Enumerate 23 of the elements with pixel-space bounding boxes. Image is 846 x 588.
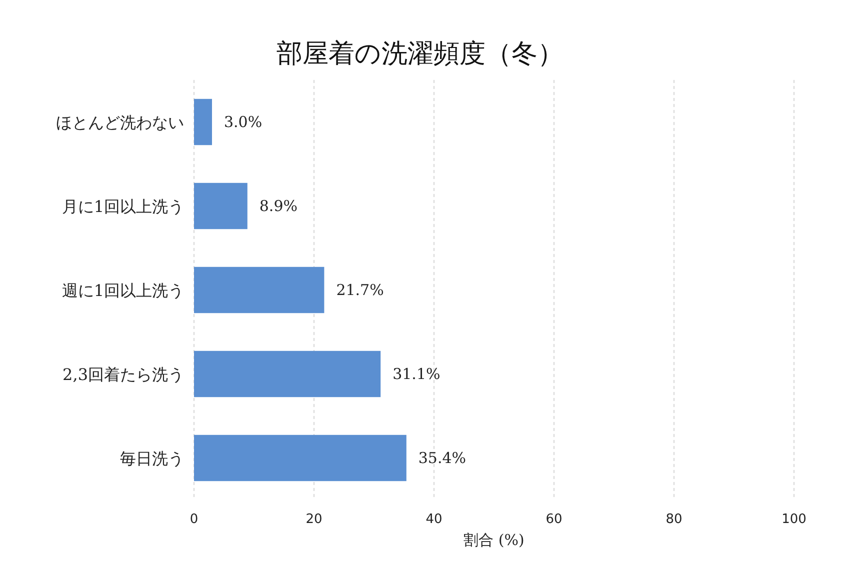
bar [194, 266, 324, 314]
bar [194, 98, 212, 146]
x-axis-title: 割合 (%) [464, 531, 524, 549]
data-label: 21.7% [336, 281, 384, 299]
x-tick-label: 60 [546, 512, 562, 527]
data-label: 31.1% [392, 365, 440, 383]
x-tick-label: 20 [306, 512, 322, 527]
y-tick-label: 2,3回着たら洗う [62, 365, 184, 384]
x-tick-label: 0 [190, 512, 198, 527]
y-tick-label: 月に1回以上洗う [62, 197, 184, 216]
data-label: 8.9% [259, 197, 298, 215]
y-tick-label: 週に1回以上洗う [62, 281, 184, 300]
data-label: 3.0% [224, 113, 262, 131]
x-tick-label: 40 [426, 512, 442, 527]
y-tick-label: ほとんど洗わない [56, 113, 184, 132]
bar [194, 434, 406, 482]
y-tick-label: 毎日洗う [120, 449, 184, 468]
bar [194, 182, 248, 230]
data-label: 35.4% [418, 449, 466, 467]
chart-title: 部屋着の洗濯頻度（冬） [276, 39, 564, 69]
bar [194, 350, 381, 398]
x-tick-label: 100 [782, 512, 806, 527]
x-tick-label: 80 [666, 512, 682, 527]
